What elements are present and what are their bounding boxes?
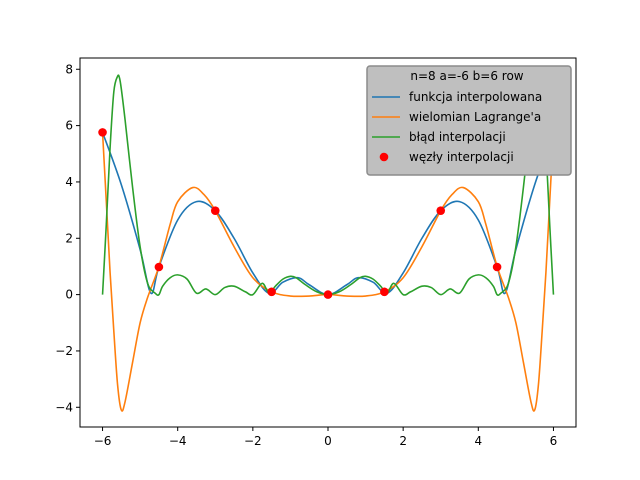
y-tick-label: 8 (65, 62, 73, 76)
y-tick-label: 6 (65, 119, 73, 133)
interpolation-node-point (98, 128, 107, 137)
interpolation-node-point (210, 206, 220, 215)
legend-marker (379, 152, 389, 162)
x-tick-label: −2 (244, 434, 262, 448)
interpolation-node-point (436, 206, 446, 215)
legend-title: n=8 a=-6 b=6 row (410, 69, 523, 83)
x-tick-label: 0 (324, 434, 332, 448)
legend-box (366, 65, 572, 176)
y-tick-label: 0 (65, 288, 73, 302)
legend-label: błąd interpolacji (409, 130, 506, 144)
legend-label: funkcja interpolowana (409, 90, 542, 104)
x-tick-label: −4 (169, 434, 187, 448)
y-axis: −4 −2 0 2 4 6 8 (55, 62, 80, 414)
x-tick-label: −6 (94, 434, 112, 448)
y-tick-label: −2 (55, 344, 73, 358)
interpolation-node-point (492, 262, 502, 272)
x-axis: −6 −4 −2 0 2 4 6 (94, 427, 558, 448)
y-tick-label: 2 (65, 231, 73, 245)
x-tick-label: 6 (550, 434, 558, 448)
y-tick-label: 4 (65, 175, 73, 189)
interpolation-node-point (380, 287, 389, 297)
legend-label: węzły interpolacji (409, 150, 514, 164)
x-tick-label: 2 (399, 434, 407, 448)
y-tick-label: −4 (55, 400, 73, 414)
interpolation-node-point (154, 262, 164, 272)
interpolation-node-point (323, 290, 333, 299)
series-layer (98, 74, 558, 412)
interpolation-node-point (267, 287, 276, 297)
legend-label: wielomian Lagrange'a (409, 110, 541, 124)
legend: n=8 a=-6 b=6 row funkcja interpolowana wi… (366, 65, 572, 176)
x-tick-label: 4 (474, 434, 482, 448)
legend-entries: funkcja interpolowana wielomian Lagrange'… (372, 90, 542, 164)
